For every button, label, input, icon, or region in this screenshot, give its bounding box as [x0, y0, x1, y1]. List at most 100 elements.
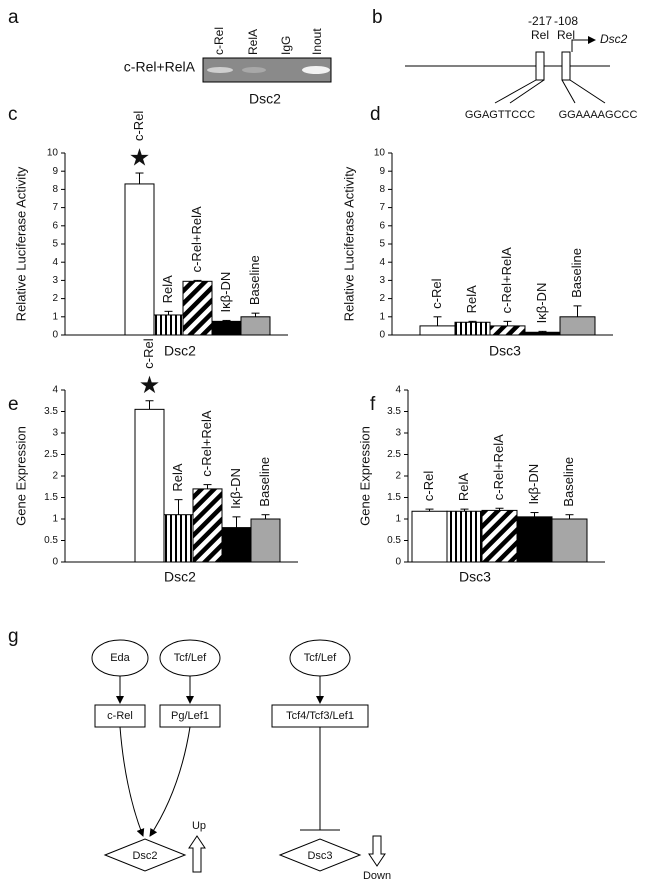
- y-tick-label: 4: [52, 257, 58, 268]
- y-tick-label: 5: [52, 239, 58, 250]
- y-tick-label: 3.5: [44, 406, 58, 417]
- bar: [551, 518, 588, 563]
- bar: [250, 518, 281, 563]
- y-tick-label: 4: [52, 385, 58, 396]
- y-tick-label: 3.5: [387, 406, 401, 417]
- category-label: RelA: [456, 473, 471, 502]
- edge: [119, 726, 145, 837]
- zoom-line: [561, 79, 606, 104]
- y-tick-label: 2: [395, 471, 401, 482]
- y-tick-label: 0: [52, 557, 58, 568]
- y-tick-label: 2: [52, 471, 58, 482]
- significance-mark: ★: [129, 144, 151, 171]
- y-tick-label: 3: [52, 275, 58, 286]
- category-label: RelA: [170, 463, 185, 492]
- y-axis-label: Gene Expression: [357, 426, 372, 526]
- panel-label: b: [372, 7, 383, 28]
- y-tick-label: 4: [379, 257, 385, 268]
- panel-label: a: [8, 7, 19, 28]
- y-tick-label: 6: [52, 220, 58, 231]
- bar: [516, 516, 553, 563]
- node-label: c-Rel: [107, 710, 133, 722]
- zoom-line: [494, 79, 545, 104]
- category-label: Iκβ-DN: [534, 283, 549, 324]
- lane-label: c-Rel: [212, 27, 226, 55]
- site-sequence: GGAAAAGCCC: [559, 109, 638, 121]
- edge: [149, 726, 191, 837]
- category-label: c-Rel+RelA: [189, 206, 204, 272]
- category-label: Baseline: [561, 457, 576, 507]
- node-shape: [278, 838, 362, 872]
- y-axis-label: Relative Luciferase Activity: [13, 166, 28, 321]
- y-tick-label: 1: [52, 514, 58, 525]
- bar: [419, 325, 456, 336]
- bar: [559, 316, 596, 336]
- node-label: Dsc2: [132, 850, 157, 862]
- x-axis-label: Dsc3: [489, 343, 521, 359]
- y-tick-label: 1: [379, 311, 385, 322]
- site-sequence: GGAGTTCCC: [465, 109, 535, 121]
- node-shape: [103, 838, 187, 872]
- site-box: [561, 51, 571, 81]
- gene-name: Dsc2: [600, 32, 628, 46]
- y-tick-label: 8: [379, 184, 385, 195]
- category-label: RelA: [160, 275, 175, 304]
- panel-label: f: [370, 394, 376, 415]
- site-position: -108: [554, 14, 578, 28]
- node-label: Pg/Lef1: [171, 710, 209, 722]
- y-axis-label: Relative Luciferase Activity: [341, 166, 356, 321]
- panel-label: g: [8, 626, 19, 647]
- arrow-label: Down: [363, 870, 391, 882]
- tss-arrow: [571, 36, 596, 52]
- lane-label: Inout: [310, 28, 324, 55]
- category-label: c-Rel+RelA: [499, 247, 514, 313]
- category-label: Iκβ-DN: [218, 272, 233, 313]
- y-tick-label: 3: [379, 275, 385, 286]
- panel-label: e: [8, 394, 19, 415]
- site-position: -217: [528, 14, 552, 28]
- y-tick-label: 0: [52, 330, 58, 341]
- category-label: c-Rel+RelA: [491, 434, 506, 500]
- band: [207, 67, 233, 73]
- y-tick-label: 0: [395, 557, 401, 568]
- category-label: c-Rel+RelA: [199, 410, 214, 476]
- y-tick-label: 1.5: [44, 492, 58, 503]
- y-tick-label: 2.5: [387, 449, 401, 460]
- bar: [240, 316, 271, 336]
- y-tick-label: 2: [379, 293, 385, 304]
- site-box: [535, 51, 545, 81]
- category-label: c-Rel: [141, 338, 156, 368]
- y-tick-label: 2: [52, 293, 58, 304]
- band: [302, 66, 330, 74]
- site-factor: Rel: [557, 28, 575, 42]
- bar: [489, 325, 526, 336]
- category-label: Iκβ-DN: [228, 468, 243, 509]
- arrow-label: Up: [192, 820, 206, 832]
- category-label: c-Rel: [131, 111, 146, 141]
- bar: [481, 509, 518, 563]
- y-tick-label: 3: [395, 428, 401, 439]
- band: [242, 67, 266, 73]
- bar: [211, 320, 242, 336]
- bar: [524, 331, 561, 336]
- significance-mark: ★: [139, 372, 161, 399]
- panel-label: c: [8, 104, 18, 125]
- site-factor: Rel: [531, 28, 549, 42]
- down-arrow: [368, 835, 386, 867]
- bar: [153, 314, 184, 336]
- category-label: Baseline: [257, 457, 272, 507]
- x-axis-label: Dsc3: [459, 569, 491, 585]
- y-tick-label: 0: [379, 330, 385, 341]
- y-tick-label: 10: [47, 148, 59, 159]
- inhibit-edge: [300, 727, 340, 831]
- bar: [221, 527, 252, 563]
- bar: [124, 183, 155, 336]
- y-tick-label: 9: [52, 166, 58, 177]
- gel-caption: Dsc2: [249, 91, 281, 107]
- node-label: Tcf/Lef: [304, 652, 337, 664]
- bar: [446, 510, 483, 563]
- category-label: Baseline: [247, 255, 262, 305]
- lane-label: IgG: [279, 36, 293, 55]
- x-axis-label: Dsc2: [164, 343, 196, 359]
